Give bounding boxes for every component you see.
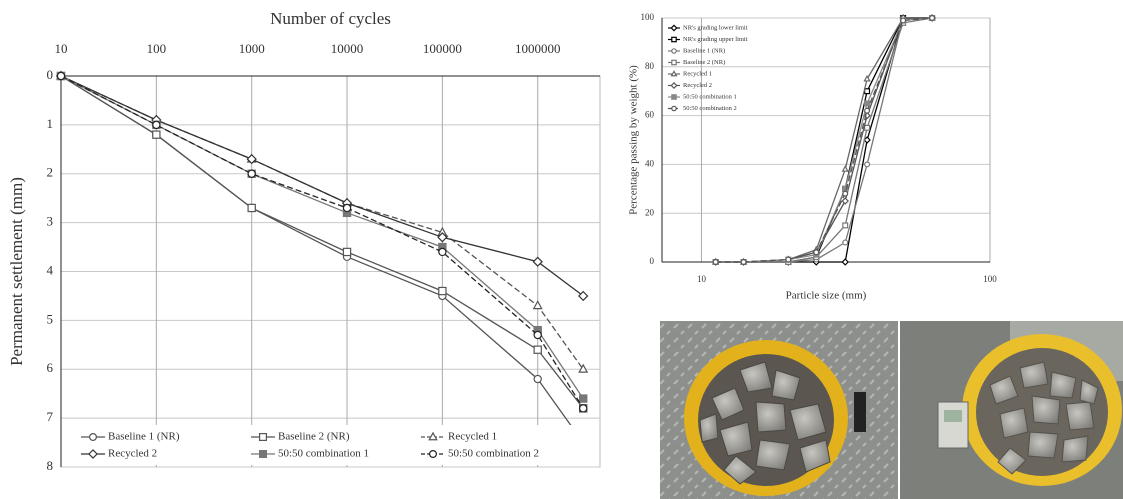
y-tick-label: 6 bbox=[47, 360, 54, 375]
marker bbox=[534, 331, 541, 338]
y-tick-label: 20 bbox=[645, 207, 655, 217]
legend-label: Recycled 2 bbox=[108, 448, 157, 460]
photo-aggregate-2 bbox=[900, 321, 1123, 499]
x-tick-label: 100 bbox=[147, 41, 167, 56]
y-tick-label: 40 bbox=[645, 158, 655, 168]
marker bbox=[901, 18, 906, 23]
marker bbox=[786, 257, 791, 262]
legend-label: Baseline 2 (NR) bbox=[683, 59, 725, 66]
marker bbox=[865, 162, 870, 167]
chart: 0 20 40 60 80 100 10 100 Particle size (mm) Perce… bbox=[628, 12, 998, 301]
marker bbox=[865, 89, 870, 94]
legend-label: Baseline 1 (NR) bbox=[683, 47, 725, 54]
marker bbox=[153, 131, 160, 138]
y-axis-title: Permanent settlement (mm) bbox=[7, 177, 26, 366]
legend: Baseline 1 (NR) Baseline 2 (NR) Recycled 1… bbox=[71, 425, 590, 465]
legend-label: 50:50 combination 1 bbox=[278, 448, 369, 460]
legend-marker bbox=[672, 95, 676, 99]
legend-label: Recycled 1 bbox=[448, 431, 497, 443]
marker bbox=[713, 260, 718, 265]
marker bbox=[343, 204, 350, 211]
y-tick-label: 80 bbox=[645, 61, 655, 71]
legend-marker bbox=[260, 451, 267, 458]
marker bbox=[343, 248, 350, 255]
marker bbox=[534, 375, 541, 382]
x-tick-label: 10 bbox=[697, 274, 707, 284]
marker bbox=[930, 16, 935, 21]
figure: 012345678101001000100001000001000000Numb… bbox=[0, 0, 1123, 499]
y-tick-label: 1 bbox=[47, 116, 54, 131]
legend-marker bbox=[672, 60, 676, 64]
y-tick-label: 100 bbox=[641, 12, 655, 22]
x-tick-label: 1000 bbox=[239, 41, 265, 56]
marker bbox=[248, 204, 255, 211]
marker bbox=[814, 250, 819, 255]
y-tick-label: 4 bbox=[47, 262, 54, 277]
legend-marker bbox=[672, 49, 676, 53]
legend-label: Recycled 1 bbox=[683, 70, 712, 77]
legend-marker bbox=[672, 37, 676, 41]
marker bbox=[153, 121, 160, 128]
legend-marker bbox=[672, 106, 676, 110]
y-tick-label: 0 bbox=[650, 256, 655, 266]
y-tick-label: 3 bbox=[47, 214, 54, 229]
y-tick-label: 0 bbox=[47, 67, 54, 82]
marker bbox=[580, 395, 587, 402]
x-axis-title: Number of cycles bbox=[270, 9, 391, 28]
legend-label: NR's grading upper limit bbox=[683, 36, 748, 43]
marker bbox=[580, 405, 587, 412]
legend-label: 50:50 combination 1 bbox=[683, 93, 737, 100]
marker bbox=[534, 346, 541, 353]
plot-area bbox=[662, 18, 990, 262]
x-tick-label: 100000 bbox=[423, 41, 462, 56]
marker bbox=[865, 101, 870, 106]
marker bbox=[843, 191, 848, 196]
legend-label: 50:50 combination 2 bbox=[448, 448, 539, 460]
x-axis-title: Particle size (mm) bbox=[786, 290, 867, 302]
marker bbox=[248, 170, 255, 177]
legend-label: Baseline 2 (NR) bbox=[278, 431, 350, 443]
y-tick-label: 8 bbox=[47, 458, 54, 473]
legend-label: NR's grading lower limit bbox=[683, 24, 748, 31]
marker bbox=[843, 240, 848, 245]
chart: 0 1 2 3 4 5 6 7 8 10 100 1000 10000 100000 1000000 Numb… bbox=[7, 9, 600, 473]
legend-marker bbox=[260, 434, 267, 441]
marker bbox=[741, 260, 746, 265]
y-tick-label: 60 bbox=[645, 110, 655, 120]
legend-label: Baseline 1 (NR) bbox=[108, 431, 180, 443]
x-tick-label: 10 bbox=[55, 41, 68, 56]
x-tick-label: 1000000 bbox=[515, 41, 561, 56]
x-tick-label: 100 bbox=[983, 274, 997, 284]
legend-label: 50:50 combination 2 bbox=[683, 105, 737, 112]
marker bbox=[57, 72, 64, 79]
marker bbox=[865, 125, 870, 130]
x-tick-label: 10000 bbox=[331, 41, 364, 56]
legend-marker bbox=[90, 434, 97, 441]
marker bbox=[843, 223, 848, 228]
y-tick-label: 7 bbox=[47, 409, 54, 424]
y-axis-title: Percentage passing by weight (%) bbox=[628, 65, 640, 215]
marker bbox=[439, 248, 446, 255]
legend-marker bbox=[430, 451, 437, 458]
photo-aggregate-1 bbox=[660, 321, 898, 499]
legend-label: Recycled 2 bbox=[683, 82, 712, 89]
y-tick-label: 2 bbox=[47, 165, 54, 180]
marker bbox=[865, 108, 870, 113]
y-tick-label: 5 bbox=[47, 311, 54, 326]
marker bbox=[439, 287, 446, 294]
